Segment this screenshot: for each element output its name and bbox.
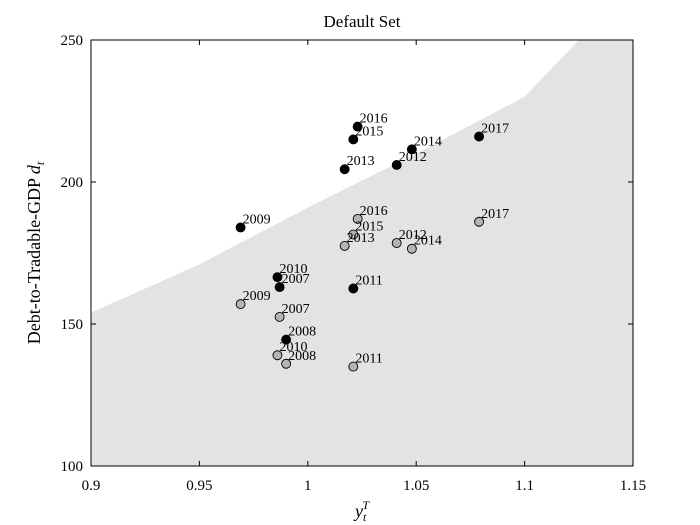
data-point-black [474,131,485,142]
data-point-black [348,134,359,145]
point-year-label: 2012 [399,150,427,165]
plot-frame [90,39,634,467]
point-year-label: 2010 [279,340,307,355]
x-tick-label: 1 [304,478,312,494]
point-year-label: 2017 [481,122,509,137]
data-point-black [406,144,417,155]
data-point-black [274,282,285,293]
point-year-label: 2011 [355,352,382,367]
y-tick-label: 250 [61,33,84,49]
x-tick-label: 1.05 [403,478,429,494]
point-year-label: 2010 [279,262,307,277]
y-tick-label: 150 [61,317,84,333]
data-point-gray [339,240,350,251]
point-year-label: 2009 [243,289,271,304]
point-year-label: 2014 [414,234,442,249]
point-year-label: 2013 [347,231,375,246]
data-point-gray [391,238,402,249]
data-point-black [339,164,350,175]
point-year-label: 2008 [288,325,316,340]
point-year-label: 2009 [243,212,271,227]
data-point-black [272,272,283,283]
data-point-black [391,160,402,170]
data-point-black [235,222,246,233]
x-tick-label: 1.1 [515,478,534,494]
data-point-gray [272,350,283,361]
point-year-label: 2008 [288,349,316,364]
data-point-gray [352,213,363,224]
default-set-region [91,40,633,466]
data-point-black [348,283,359,294]
point-year-label: 2011 [355,274,382,289]
y-tick-label: 200 [61,175,84,191]
point-year-label: 2007 [282,272,310,287]
point-year-label: 2016 [360,204,388,219]
data-point-gray [235,299,246,310]
data-point-gray [274,311,285,322]
point-year-label: 2012 [399,228,427,243]
data-point-gray [348,229,359,240]
data-point-gray [281,358,292,369]
point-year-label: 2017 [481,207,509,222]
y-tick-label: 100 [61,459,84,475]
point-year-label: 2016 [360,112,388,127]
data-point-gray [348,361,359,372]
x-tick-label: 0.95 [186,478,212,494]
data-point-black [281,334,292,345]
data-point-black [352,121,363,132]
y-axis-title: Debt-to-Tradable-GDP dt [24,161,47,344]
point-year-label: 2014 [414,134,442,149]
x-tick-label: 1.15 [620,478,646,494]
point-year-label: 2013 [347,154,375,169]
data-point-gray [474,216,485,227]
x-tick-label: 0.9 [82,478,101,494]
point-year-label: 2015 [355,220,383,235]
x-axis-title: ytT [353,498,370,524]
data-points [235,121,485,372]
point-year-label: 2015 [355,124,383,139]
point-year-label: 2007 [282,302,310,317]
chart-title: Default Set [324,12,401,31]
data-point-gray [406,243,417,254]
